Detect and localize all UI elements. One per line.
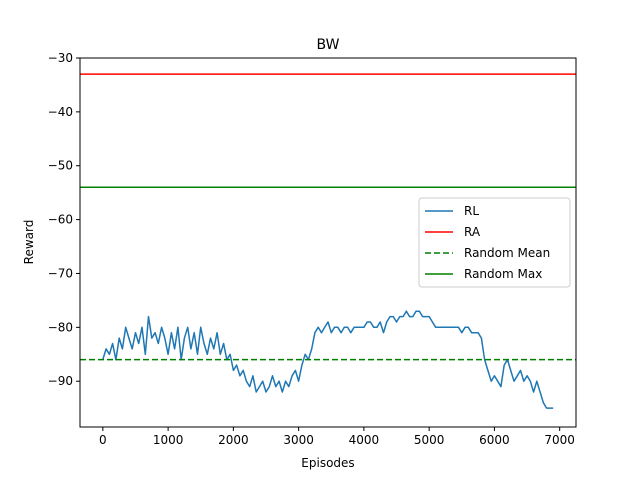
chart-title: BW [317,37,340,53]
y-tick-label: −50 [48,159,73,173]
x-tick-label: 5000 [414,433,445,447]
legend-label-ra: RA [464,225,481,239]
y-tick-label: −60 [48,213,73,227]
y-tick-label: −80 [48,320,73,334]
x-tick-label: 4000 [349,433,380,447]
x-tick-label: 2000 [218,433,249,447]
x-tick-label: 0 [99,433,107,447]
axes-layer: 0 1000 2000 3000 4000 5000 6000 7000 −90 −80 −70 −6… [48,51,577,447]
y-tick-label: −90 [48,374,73,388]
axes-frame [79,57,577,428]
x-tick-label: 7000 [544,433,575,447]
y-tick-label: −40 [48,105,73,119]
legend-label-random-max: Random Max [464,267,542,281]
series-layer [80,73,576,409]
legend: RL RA Random Mean Random Max [418,197,571,288]
y-axis-label: Reward [22,220,36,265]
y-tick-label: −70 [48,266,73,280]
y-tick-label: −30 [48,51,73,65]
x-tick-label: 1000 [153,433,184,447]
legend-box [418,197,571,288]
legend-label-rl: RL [464,204,479,218]
x-tick-label: 3000 [283,433,314,447]
legend-label-random-mean: Random Mean [464,246,550,260]
series-line-rl [102,310,554,409]
x-tick-label: 6000 [479,433,510,447]
x-axis-label: Episodes [301,456,354,470]
